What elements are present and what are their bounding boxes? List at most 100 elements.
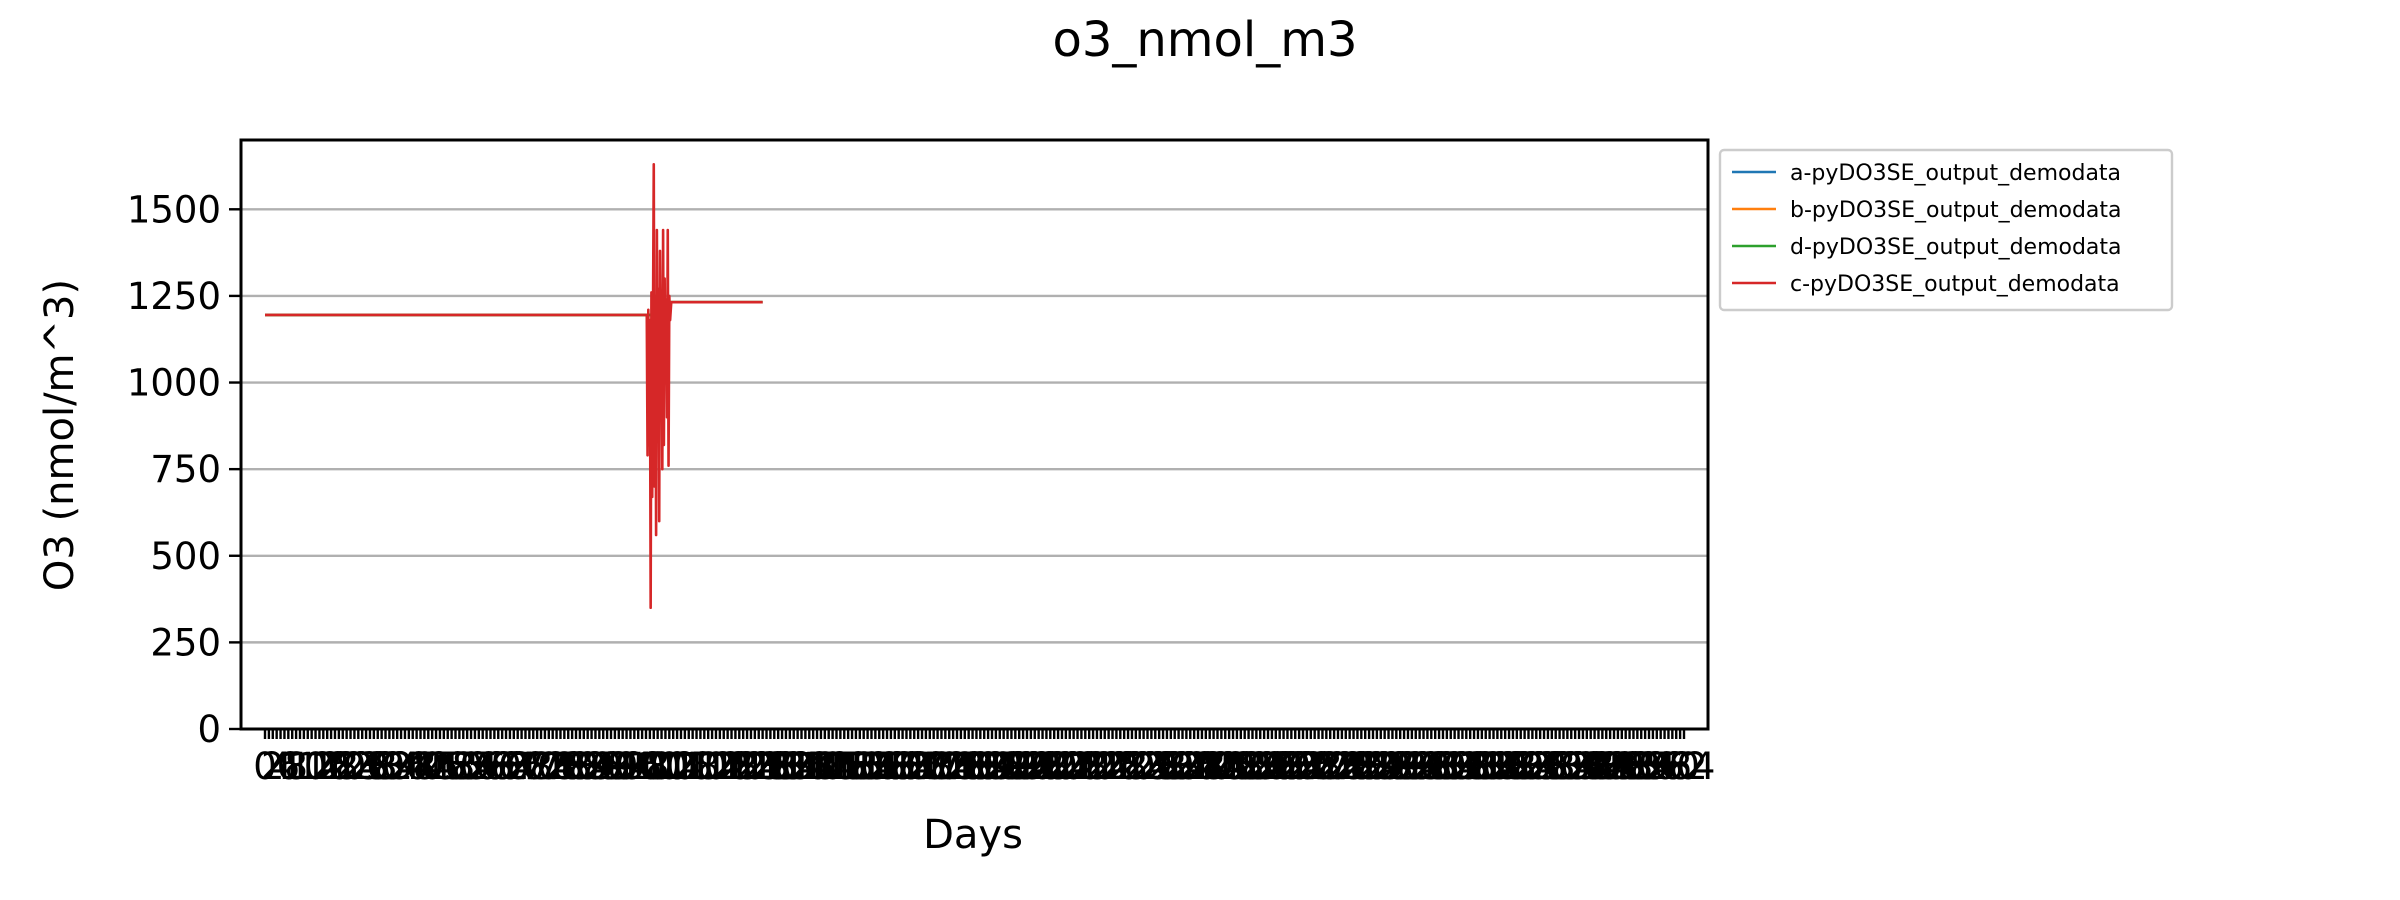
x-tick-label: 100 [618, 745, 689, 788]
y-axis-label: O3 (nmol/m^3) [37, 279, 83, 591]
x-tick-label: 264 [1256, 745, 1327, 788]
x-tick-label: 16 [304, 745, 351, 788]
x-tick-label: 180 [929, 745, 1000, 788]
x-tick-label: 46 [420, 745, 467, 788]
x-tick-label: 290 [1357, 745, 1428, 788]
x-tick-label: 138 [766, 745, 837, 788]
legend-label: b-pyDO3SE_output_demodata [1790, 198, 2122, 223]
x-tick-label: 224 [1101, 745, 1172, 788]
x-tick-label: 246 [1186, 745, 1257, 788]
x-tick-label: 278 [1310, 745, 1381, 788]
x-tick-label: 50 [436, 745, 483, 788]
x-tick-label: 230 [1124, 745, 1195, 788]
x-tick-label: 154 [828, 745, 899, 788]
x-tick-label: 98 [622, 745, 669, 788]
x-tick-label: 258 [1233, 745, 1304, 788]
x-tick-label: 172 [898, 745, 969, 788]
x-tick-label: 28 [350, 745, 397, 788]
x-tick-label: 236 [1147, 745, 1218, 788]
x-tick-label: 202 [1015, 745, 1086, 788]
x-tick-label: 306 [1419, 745, 1490, 788]
y-tick-label: 250 [150, 621, 221, 664]
x-tick-label: 364 [1645, 745, 1716, 788]
x-tick-label: 300 [1396, 745, 1467, 788]
x-tick-label: 58 [467, 745, 514, 788]
x-tick-label: 36 [381, 745, 428, 788]
x-tick-label: 68 [506, 745, 553, 788]
x-tick-label: 160 [852, 745, 923, 788]
x-tick-label: 124 [712, 745, 783, 788]
x-tick-label: 302 [1404, 745, 1475, 788]
x-tick-label: 252 [1209, 745, 1280, 788]
x-tick-label: 66 [498, 745, 545, 788]
x-tick-label: 318 [1466, 745, 1537, 788]
x-tick-label: 126 [720, 745, 791, 788]
plot-series [265, 162, 763, 610]
x-tick-label: 266 [1264, 745, 1335, 788]
x-tick-label: 64 [490, 745, 537, 788]
x-tick-label: 70 [514, 745, 561, 788]
x-tick-label: 62 [482, 745, 529, 788]
y-tick-label: 1250 [127, 275, 221, 318]
x-tick-label: 294 [1373, 745, 1444, 788]
x-tick-label: 132 [743, 745, 814, 788]
x-tick-label: 226 [1108, 745, 1179, 788]
x-tick-label: 164 [867, 745, 938, 788]
x-tick-label: 118 [688, 745, 759, 788]
x-tick-label: 110 [657, 745, 728, 788]
x-tick-label: 312 [1443, 745, 1514, 788]
x-tick-label: 326 [1497, 745, 1568, 788]
x-tick-label: 320 [1474, 745, 1545, 788]
x-tick-label: 284 [1334, 745, 1405, 788]
x-tick-label: 128 [727, 745, 798, 788]
x-tick-label: 332 [1520, 745, 1591, 788]
x-tick-label: 330 [1513, 745, 1584, 788]
x-tick-label: 234 [1139, 745, 1210, 788]
x-tick-label: 60 [475, 745, 522, 788]
x-tick-label: 20 [319, 745, 366, 788]
legend: a-pyDO3SE_output_demodata b-pyDO3SE_outpu… [1718, 148, 2174, 312]
x-tick-label: 94 [607, 745, 654, 788]
x-tick-label: 304 [1412, 745, 1483, 788]
x-tick-label: 362 [1637, 745, 1708, 788]
x-tick-label: 344 [1567, 745, 1638, 788]
x-tick-label: 130 [735, 745, 806, 788]
x-tick-label: 142 [782, 745, 853, 788]
x-tick-label: 220 [1085, 745, 1156, 788]
x-tick-label: 270 [1279, 745, 1350, 788]
y-tick-label: 0 [197, 708, 221, 751]
x-tick-label: 26 [343, 745, 390, 788]
legend-label: c-pyDO3SE_output_demodata [1790, 272, 2120, 297]
x-tick-label: 168 [883, 745, 954, 788]
x-tick-label: 250 [1202, 745, 1273, 788]
x-tick-label: 190 [968, 745, 1039, 788]
y-tick-label: 1000 [127, 362, 221, 405]
x-tick-label: 8 [284, 745, 308, 788]
x-tick-label: 96 [615, 745, 662, 788]
x-tick-label: 158 [844, 745, 915, 788]
x-tick-label: 218 [1077, 745, 1148, 788]
x-tick-label: 214 [1062, 745, 1133, 788]
x-tick-label: 108 [650, 745, 721, 788]
x-tick-label: 90 [591, 745, 638, 788]
x-tick-label: 24 [335, 745, 382, 788]
x-tick-label: 310 [1435, 745, 1506, 788]
x-tick-label: 328 [1505, 745, 1576, 788]
x-tick-label: 114 [673, 745, 744, 788]
legend-box [1718, 148, 2174, 312]
x-tick-label: 86 [576, 745, 623, 788]
x-tick-label: 176 [914, 745, 985, 788]
x-tick-label: 354 [1606, 745, 1677, 788]
x-tick-label: 298 [1388, 745, 1459, 788]
x-tick-label: 228 [1116, 745, 1187, 788]
x-tick-label: 274 [1295, 745, 1366, 788]
x-tick-label: 208 [1038, 745, 1109, 788]
x-tick-label: 288 [1349, 745, 1420, 788]
x-tick-label: 348 [1583, 745, 1654, 788]
x-tick-label: 352 [1598, 745, 1669, 788]
x-tick-label: 240 [1163, 745, 1234, 788]
x-tick-label: 30 [358, 745, 405, 788]
plot-area-frame [239, 138, 1710, 731]
x-tick-label: 106 [642, 745, 713, 788]
